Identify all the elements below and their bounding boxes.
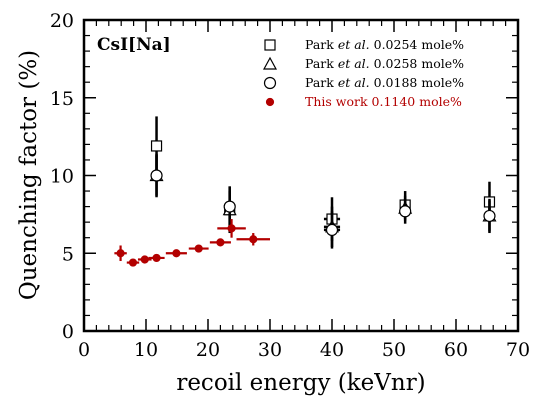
filled-circle-marker [128, 258, 138, 267]
open-circle-marker [399, 205, 412, 218]
x-tick-label: 20 [196, 339, 220, 361]
x-tick-label: 50 [382, 339, 406, 361]
legend-filled-circle-icon [265, 97, 275, 107]
filled-circle-marker [172, 249, 181, 258]
legend-label: Park et al. 0.0254 mole% [305, 37, 464, 52]
x-tick-label: 30 [258, 339, 282, 361]
legend-entry-3: Park et al. 0.0188 mole% [263, 75, 464, 90]
legend-entry-2: Park et al. 0.0258 mole% [262, 56, 464, 71]
legend-open-circle-icon [263, 76, 277, 90]
open-square-marker [150, 140, 163, 152]
legend: Park et al. 0.0254 mole% Park et al. 0.02… [262, 37, 464, 109]
filled-circle-marker [227, 224, 236, 233]
series-4-filled-circle [114, 219, 270, 267]
filled-circle-marker [194, 244, 203, 253]
open-circle-marker [325, 223, 339, 237]
legend-open-square-icon [264, 39, 276, 51]
x-tick-label: 40 [320, 339, 344, 361]
material-label: CsI[Na] [97, 35, 171, 55]
x-tick-label: 70 [506, 339, 530, 361]
y-axis-title: Quenching factor (%) [16, 50, 42, 300]
tick-labels: 0 10 20 30 40 50 60 70 0 5 10 15 20 [50, 10, 530, 361]
legend-entry-4: This work 0.1140 mole% [265, 94, 462, 109]
legend-label: Park et al. 0.0258 mole% [305, 56, 464, 71]
y-tick-label: 20 [50, 10, 74, 32]
filled-circle-marker [140, 255, 149, 264]
x-tick-label: 60 [444, 339, 468, 361]
open-circle-marker [150, 169, 163, 182]
x-axis-title: recoil energy (keVnr) [176, 370, 425, 396]
y-tick-label: 5 [62, 243, 74, 265]
series-3-open-circle [150, 155, 496, 249]
legend-label: Park et al. 0.0188 mole% [305, 75, 464, 90]
filled-circle-marker [216, 238, 225, 247]
legend-label: This work 0.1140 mole% [305, 94, 462, 109]
x-tick-label: 10 [134, 339, 158, 361]
legend-open-triangle-icon [262, 56, 278, 70]
y-tick-label: 10 [50, 166, 74, 188]
series-1-open-square [150, 116, 496, 241]
filled-circle-marker [116, 249, 125, 258]
legend-entry-1: Park et al. 0.0254 mole% [264, 37, 464, 52]
axis-ticks [83, 19, 519, 332]
filled-circle-marker [152, 253, 161, 263]
open-circle-marker [483, 209, 496, 223]
data-markers [114, 116, 497, 267]
open-circle-marker [223, 200, 236, 213]
y-tick-label: 15 [50, 88, 74, 110]
filled-circle-marker [249, 235, 258, 244]
series-2-open-triangle [149, 153, 497, 248]
x-tick-label: 0 [78, 339, 90, 361]
y-tick-label: 0 [62, 321, 74, 343]
